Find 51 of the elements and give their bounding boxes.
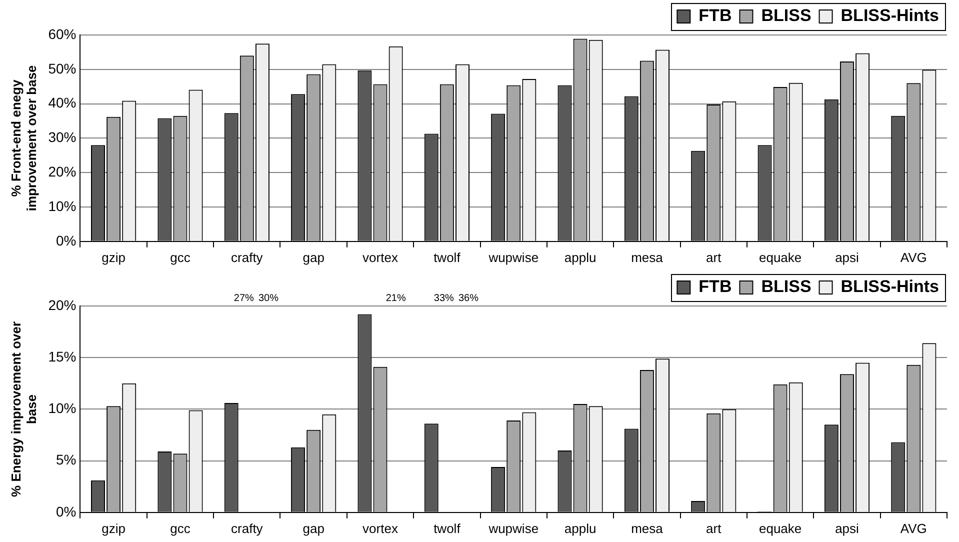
x-tick-label: AVG [900, 250, 927, 265]
y-tick-label: 15% [48, 348, 76, 364]
x-tick-label: mesa [631, 520, 664, 536]
y-tick-label: 5% [56, 452, 76, 468]
x-tick-label: gap [302, 250, 324, 265]
x-tick-label: apsi [835, 520, 860, 536]
x-tick-label: apsi [835, 250, 860, 265]
x-tick-label: vortex [362, 520, 398, 536]
x-tick-label: twolf [434, 520, 461, 536]
x-tick-label: wupwise [488, 520, 539, 536]
text: 27% [234, 292, 254, 304]
x-tick-label: crafty [231, 520, 264, 536]
y-tick-label: 10% [48, 198, 76, 214]
x-tick-label: gcc [170, 520, 191, 536]
y-tick-label: 0% [56, 232, 76, 248]
y-tick-label: 30% [48, 129, 76, 146]
x-tick-label: equake [758, 250, 802, 265]
x-tick-label: AVG [900, 520, 927, 536]
x-tick-label: wupwise [488, 250, 539, 265]
x-tick-label: gzip [102, 250, 126, 265]
y-tick-label: 40% [48, 94, 76, 111]
x-tick-label: mesa [631, 250, 664, 265]
x-tick-label: gzip [102, 520, 126, 536]
x-tick-label: crafty [231, 250, 264, 265]
text: 33% [434, 292, 454, 304]
x-tick-label: vortex [362, 250, 398, 265]
x-tick-label: applu [564, 520, 596, 536]
legend-label: FTB [698, 277, 732, 296]
y-tick-label: 20% [48, 296, 76, 313]
y-axis-title: % Energy improvement over base [8, 321, 39, 497]
y-tick-label: 20% [48, 163, 76, 180]
x-tick-label: twolf [434, 250, 461, 265]
text: 30% [258, 292, 278, 304]
x-tick-label: equake [758, 520, 802, 536]
x-tick-label: gcc [170, 250, 191, 265]
y-tick-label: 0% [56, 503, 76, 520]
x-tick-label: art [706, 520, 722, 536]
x-tick-label: applu [564, 250, 596, 265]
legend-label: BLISS-Hints [840, 277, 940, 296]
y-axis-title: % Front-end enegy improvement over base [8, 65, 39, 212]
x-tick-label: art [706, 250, 722, 265]
text: 21% [386, 292, 406, 304]
y-tick-label: 10% [48, 400, 76, 416]
x-tick-label: gap [302, 520, 324, 536]
legend-label: BLISS [761, 277, 812, 296]
y-tick-label: 60% [48, 26, 76, 42]
legend-label: BLISS-Hints [840, 6, 940, 26]
legend-label: FTB [698, 6, 732, 26]
text: 36% [458, 292, 479, 304]
y-tick-label: 50% [48, 60, 76, 76]
legend-label: BLISS [761, 6, 812, 26]
